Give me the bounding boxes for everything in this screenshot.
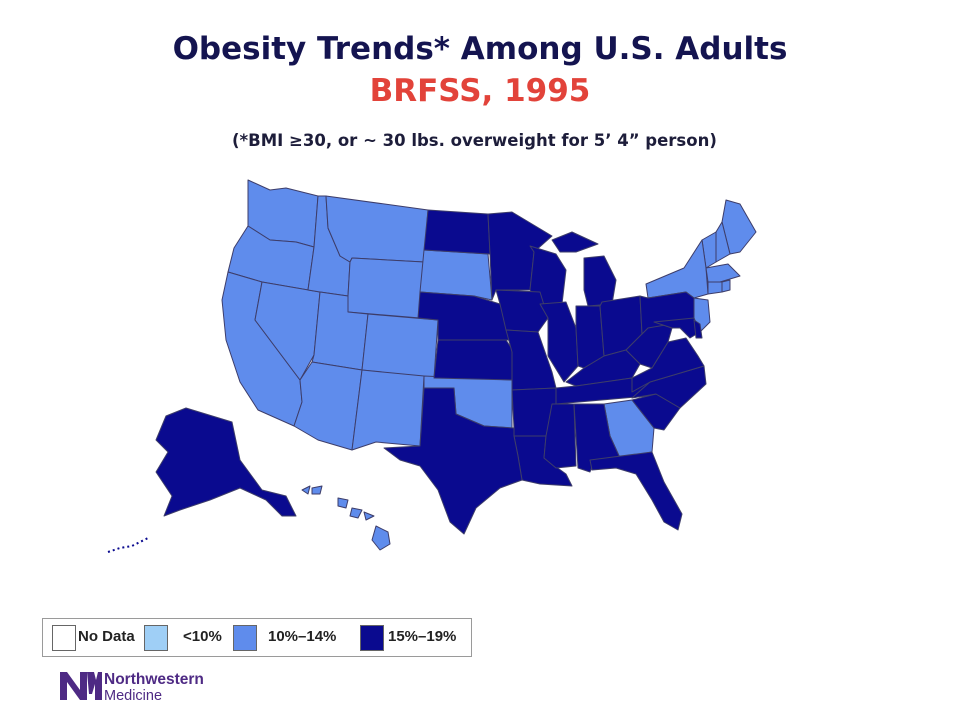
slide-title: Obesity Trends* Among U.S. Adults: [172, 31, 788, 67]
state-hi-3: [337, 497, 349, 509]
legend-swatch-low: [144, 625, 168, 651]
northwestern-medicine-logo-icon: [60, 672, 102, 700]
state-ct: [707, 281, 723, 295]
slide-subtitle: BRFSS, 1995: [369, 73, 591, 109]
legend-swatch-no-data: [52, 625, 76, 651]
legend-label-high: 15%–19%: [388, 628, 457, 645]
legend-label-no-data: No Data: [78, 628, 135, 645]
legend-label-mid: 10%–14%: [268, 628, 337, 645]
state-mi-up: [551, 231, 599, 253]
brand-line-1: Northwestern: [104, 671, 204, 688]
state-hi-6: [371, 525, 391, 551]
state-fl: [589, 451, 683, 531]
state-ma: [705, 263, 741, 283]
state-az: [293, 361, 363, 451]
state-wy: [347, 257, 425, 319]
legend-label-low: <10%: [183, 628, 222, 645]
legend: No Data <10% 10%–14% 15%–19%: [42, 618, 472, 657]
state-ks: [433, 339, 515, 381]
state-co: [361, 313, 439, 379]
bmi-note: (*BMI ≥30, or ~ 30 lbs. overweight for 5…: [232, 131, 717, 150]
state-mt: [325, 195, 429, 263]
legend-swatch-high: [360, 625, 384, 651]
state-pa: [639, 291, 695, 335]
brand-line-2: Medicine: [104, 688, 163, 704]
state-nd: [423, 209, 491, 255]
state-ri: [721, 279, 731, 293]
state-hi-2: [311, 485, 323, 495]
legend-swatch-mid: [233, 625, 257, 651]
state-hi: [301, 485, 311, 495]
state-de: [693, 319, 703, 339]
brand-wordmark: Northwestern Medicine: [104, 671, 204, 705]
state-md: [653, 317, 701, 339]
state-ak-islands: [107, 537, 149, 553]
state-ny: [645, 239, 709, 299]
state-hi-5: [363, 511, 375, 521]
state-hi-4: [349, 507, 363, 519]
state-mi: [583, 255, 617, 307]
state-ak: [155, 407, 297, 517]
state-nm: [351, 369, 425, 451]
state-tx: [383, 387, 523, 535]
state-il: [539, 301, 579, 383]
